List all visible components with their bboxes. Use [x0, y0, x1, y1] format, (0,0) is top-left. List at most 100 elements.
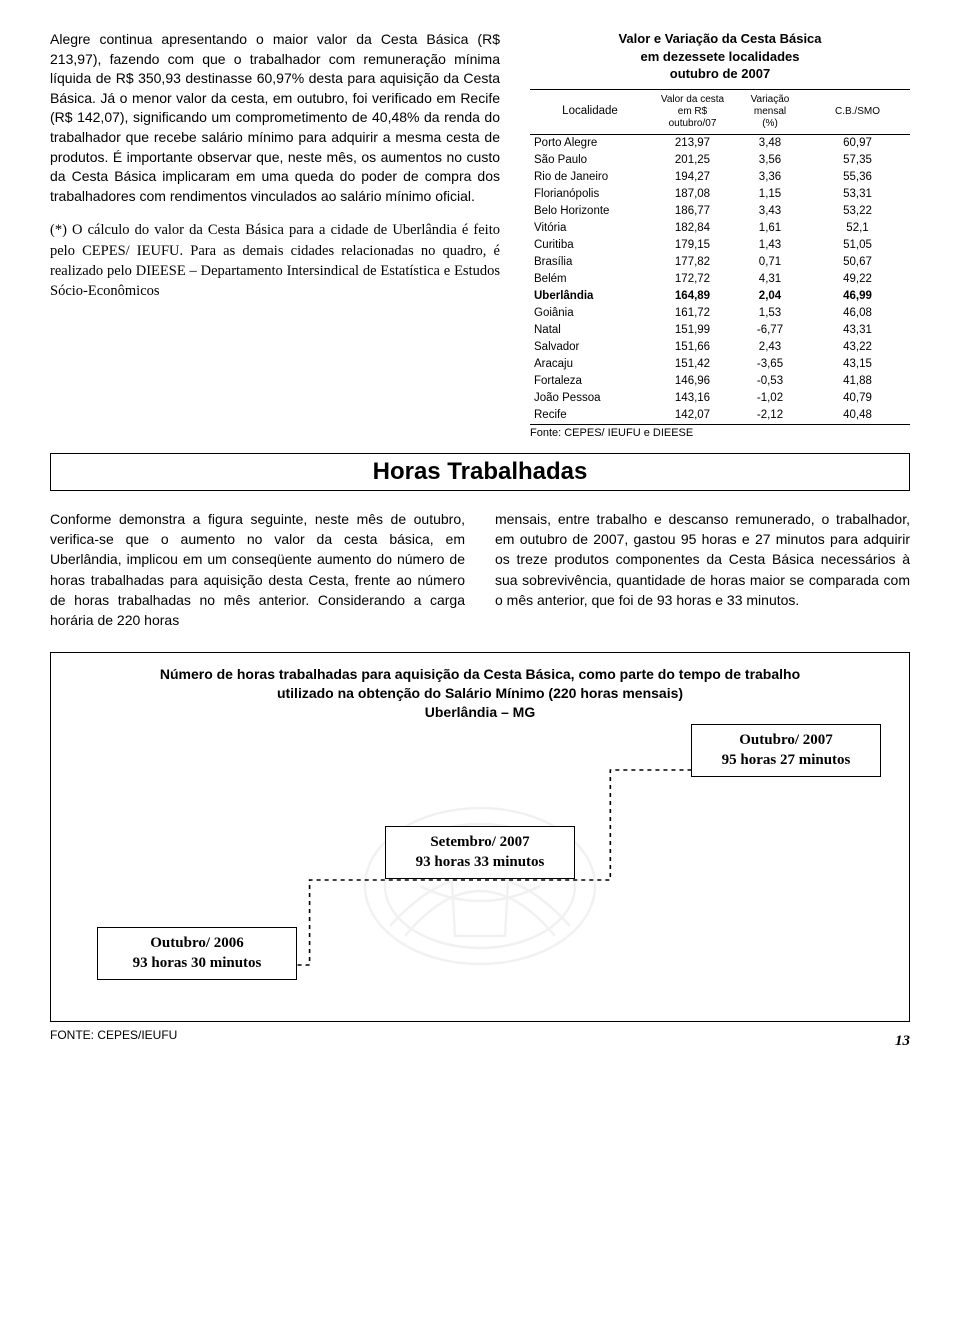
- chart-title: Número de horas trabalhadas para aquisiç…: [69, 665, 891, 722]
- table-cell: Belo Horizonte: [530, 203, 650, 220]
- table-cell: -3,65: [735, 356, 805, 373]
- table-cell: Aracaju: [530, 356, 650, 373]
- table-cell: 213,97: [650, 134, 735, 152]
- table-cell: 182,84: [650, 220, 735, 237]
- table-cell: 51,05: [805, 237, 910, 254]
- table-row: João Pessoa143,16-1,0240,79: [530, 390, 910, 407]
- th-cbsmo: C.B./SMO: [805, 89, 910, 134]
- table-title-line2: em dezessete localidades: [530, 48, 910, 66]
- table-cell: Recife: [530, 407, 650, 425]
- th-valor: Valor da cesta em R$ outubro/07: [650, 89, 735, 134]
- table-row: Goiânia161,721,5346,08: [530, 305, 910, 322]
- section-heading-bar: Horas Trabalhadas: [50, 453, 910, 491]
- table-cell: 177,82: [650, 254, 735, 271]
- cesta-basica-table: Localidade Valor da cesta em R$ outubro/…: [530, 89, 910, 425]
- table-title: Valor e Variação da Cesta Básica em deze…: [530, 30, 910, 83]
- table-cell: 55,36: [805, 169, 910, 186]
- th-localidade: Localidade: [530, 89, 650, 134]
- table-row: Fortaleza146,96-0,5341,88: [530, 373, 910, 390]
- table-cell: 194,27: [650, 169, 735, 186]
- table-cell: 1,43: [735, 237, 805, 254]
- table-cell: 1,53: [735, 305, 805, 322]
- table-cell: Curitiba: [530, 237, 650, 254]
- table-body: Porto Alegre213,973,4860,97São Paulo201,…: [530, 134, 910, 424]
- table-cell: 40,79: [805, 390, 910, 407]
- table-cell: 146,96: [650, 373, 735, 390]
- table-cell: 3,56: [735, 152, 805, 169]
- paragraph-2: (*) O cálculo do valor da Cesta Básica p…: [50, 220, 500, 301]
- page-number: 13: [895, 1033, 910, 1050]
- table-row: Curitiba179,151,4351,05: [530, 237, 910, 254]
- table-cell: 1,15: [735, 186, 805, 203]
- table-cell: 2,04: [735, 288, 805, 305]
- table-cell: Florianópolis: [530, 186, 650, 203]
- right-table-column: Valor e Variação da Cesta Básica em deze…: [530, 30, 910, 439]
- table-cell: 3,43: [735, 203, 805, 220]
- table-cell: 53,22: [805, 203, 910, 220]
- table-cell: -0,53: [735, 373, 805, 390]
- table-cell: Rio de Janeiro: [530, 169, 650, 186]
- hours-chart-box: Número de horas trabalhadas para aquisiç…: [50, 652, 910, 1022]
- th-valor-l1: Valor da cesta: [661, 94, 724, 105]
- table-row: Rio de Janeiro194,273,3655,36: [530, 169, 910, 186]
- chart-title-l2: utilizado na obtenção do Salário Mínimo …: [69, 684, 891, 703]
- table-cell: -6,77: [735, 322, 805, 339]
- table-cell: Goiânia: [530, 305, 650, 322]
- table-cell: 49,22: [805, 271, 910, 288]
- table-cell: São Paulo: [530, 152, 650, 169]
- table-title-line3: outubro de 2007: [530, 65, 910, 83]
- table-cell: Porto Alegre: [530, 134, 650, 152]
- table-cell: 3,36: [735, 169, 805, 186]
- table-cell: Vitória: [530, 220, 650, 237]
- table-cell: 52,1: [805, 220, 910, 237]
- table-cell: 53,31: [805, 186, 910, 203]
- table-row: Belo Horizonte186,773,4353,22: [530, 203, 910, 220]
- middle-text-section: Conforme demonstra a figura seguinte, ne…: [50, 509, 910, 631]
- table-title-line1: Valor e Variação da Cesta Básica: [530, 30, 910, 48]
- step-mid-label: Setembro/ 2007: [396, 833, 564, 853]
- table-cell: 46,99: [805, 288, 910, 305]
- mid-paragraph-right: mensais, entre trabalho e descanso remun…: [495, 509, 910, 631]
- table-row: Natal151,99-6,7743,31: [530, 322, 910, 339]
- chart-title-l3: Uberlândia – MG: [69, 703, 891, 722]
- table-row: Aracaju151,42-3,6543,15: [530, 356, 910, 373]
- table-source: Fonte: CEPES/ IEUFU e DIEESE: [530, 427, 910, 439]
- table-row: Brasília177,820,7150,67: [530, 254, 910, 271]
- table-row: Florianópolis187,081,1553,31: [530, 186, 910, 203]
- table-cell: 46,08: [805, 305, 910, 322]
- table-row: São Paulo201,253,5657,35: [530, 152, 910, 169]
- table-cell: 172,72: [650, 271, 735, 288]
- table-cell: Salvador: [530, 339, 650, 356]
- table-cell: Fortaleza: [530, 373, 650, 390]
- table-cell: 151,42: [650, 356, 735, 373]
- table-cell: 60,97: [805, 134, 910, 152]
- chart-title-l1: Número de horas trabalhadas para aquisiç…: [69, 665, 891, 684]
- step-box-oldest: Outubro/ 2006 93 horas 30 minutos: [97, 927, 297, 980]
- table-cell: João Pessoa: [530, 390, 650, 407]
- table-cell: Brasília: [530, 254, 650, 271]
- table-cell: 43,15: [805, 356, 910, 373]
- step-old-value: 93 horas 30 minutos: [108, 954, 286, 974]
- th-variacao-l3: (%): [762, 118, 778, 129]
- left-text-column: Alegre continua apresentando o maior val…: [50, 30, 500, 316]
- table-cell: 40,48: [805, 407, 910, 425]
- table-cell: 201,25: [650, 152, 735, 169]
- th-variacao-l2: mensal: [754, 106, 786, 117]
- top-section: Alegre continua apresentando o maior val…: [50, 30, 910, 439]
- step-new-value: 95 horas 27 minutos: [702, 751, 870, 771]
- table-cell: 0,71: [735, 254, 805, 271]
- th-variacao: Variação mensal (%): [735, 89, 805, 134]
- table-cell: Uberlândia: [530, 288, 650, 305]
- table-row: Salvador151,662,4343,22: [530, 339, 910, 356]
- step-box-newest: Outubro/ 2007 95 horas 27 minutos: [691, 724, 881, 777]
- table-row: Belém172,724,3149,22: [530, 271, 910, 288]
- table-cell: Natal: [530, 322, 650, 339]
- table-cell: 179,15: [650, 237, 735, 254]
- table-row: Porto Alegre213,973,4860,97: [530, 134, 910, 152]
- table-cell: 57,35: [805, 152, 910, 169]
- table-cell: Belém: [530, 271, 650, 288]
- th-valor-l3: outubro/07: [669, 118, 717, 129]
- table-cell: 43,22: [805, 339, 910, 356]
- th-variacao-l1: Variação: [751, 94, 790, 105]
- table-row: Vitória182,841,6152,1: [530, 220, 910, 237]
